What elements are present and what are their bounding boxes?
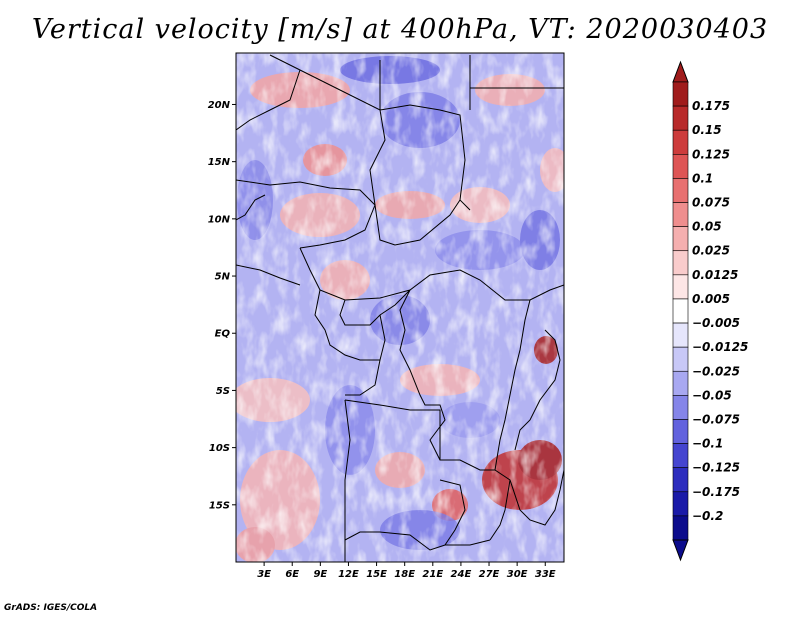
colorbar-label: 0.005 [692,292,730,306]
colorbar-label: 0.15 [692,123,722,137]
colorbar-swatch [672,419,689,444]
colorbar: 0.175 0.15 0.125 0.1 0.075 0.05 0.025 0.0125 0.0… [672,60,748,562]
colorbar-swatch [672,370,689,396]
field-texture-light [236,53,564,562]
boundary-line [314,289,380,361]
colorbar-swatch [672,515,689,541]
plot-frame [235,52,565,563]
colorbar-swatch [672,322,689,348]
boundary-line [514,329,561,451]
colorbar-swatch [672,81,689,107]
lon-tick-label: 18E [394,569,415,580]
lon-tick-label: 9E [313,569,327,580]
lat-tick-label: 5N [215,272,231,283]
lon-tick-label: 3E [257,569,271,580]
colorbar-swatch [672,395,689,420]
colorbar-label: 0.075 [692,196,730,210]
lon-tick-label: 33E [535,569,556,580]
colorbar-swatch [672,226,689,252]
colorbar-label: −0.0125 [692,340,748,354]
colorbar-swatch [672,129,689,155]
boundary-line [236,264,301,286]
lat-tick-label: 5S [216,386,230,397]
colorbar-label: 0.0125 [692,268,738,282]
boundary-line [344,531,491,551]
colorbar-label: −0.125 [692,461,740,475]
velocity-field [236,53,564,562]
lat-tick-label: 10N [208,214,231,225]
colorbar-label: 0.05 [692,220,722,234]
lon-tick-label: 12E [338,569,359,580]
colorbar-swatch [672,443,689,468]
latitude-axis: 20N 15N 10N 5N EQ 5S 10S 15S [208,100,236,511]
colorbar-label: −0.025 [692,364,740,378]
boundary-line [439,479,466,546]
colorbar-label: −0.05 [692,388,732,402]
colorbar-swatch [672,154,689,179]
lon-tick-label: 6E [285,569,299,580]
boundary-line [489,479,511,541]
colorbar-swatch [672,105,689,131]
lon-tick-label: 15E [366,569,387,580]
colorbar-swatch [672,346,689,372]
colorbar-swatch [672,250,689,276]
colorbar-label: 0.1 [692,171,713,185]
colorbar-label: −0.075 [692,412,740,426]
lon-tick-label: 27E [479,569,500,580]
boundary-line [236,179,376,249]
boundary-line [344,399,351,562]
lon-tick-label: 30E [507,569,528,580]
boundary-line [339,289,411,326]
boundary-line [345,314,386,396]
colorbar-swatch [672,274,689,300]
colorbar-swatch [672,298,689,324]
colorbar-swatch [672,467,689,493]
colorbar-bottom-arrow [672,539,689,562]
colorbar-label: −0.175 [692,485,740,499]
colorbar-swatch [672,491,689,517]
boundary-line [236,194,266,221]
lat-tick-label: EQ [215,329,231,340]
boundary-line [269,54,471,211]
country-boundaries [236,54,564,562]
colorbar-swatch [672,202,689,227]
longitude-axis: 3E 6E 9E 12E 15E 18E 21E 24E 27E 30E 33E [257,562,556,580]
colorbar-label: 0.025 [692,244,730,258]
lon-tick-label: 24E [451,569,472,580]
boundary-line [236,69,301,131]
lat-tick-label: 10S [209,443,230,454]
chart-title: Vertical velocity [m/s] at 400hPa, VT: 2… [31,14,769,45]
credit-text: GrADS: IGES/COLA [4,603,98,613]
colorbar-label: −0.2 [692,509,723,523]
lat-tick-label: 20N [208,100,231,111]
colorbar-label: 0.175 [692,99,730,113]
lon-tick-label: 21E [422,569,443,580]
boundary-line [344,399,441,460]
colorbar-top-arrow [672,60,689,83]
boundary-line [369,60,461,246]
lat-tick-label: 15N [208,157,231,168]
boundary-line [494,469,564,526]
lat-tick-label: 15S [209,500,230,511]
colorbar-swatch [672,178,689,203]
colorbar-label: −0.005 [692,316,740,330]
colorbar-label: −0.1 [692,437,723,451]
colorbar-label: 0.125 [692,147,730,161]
